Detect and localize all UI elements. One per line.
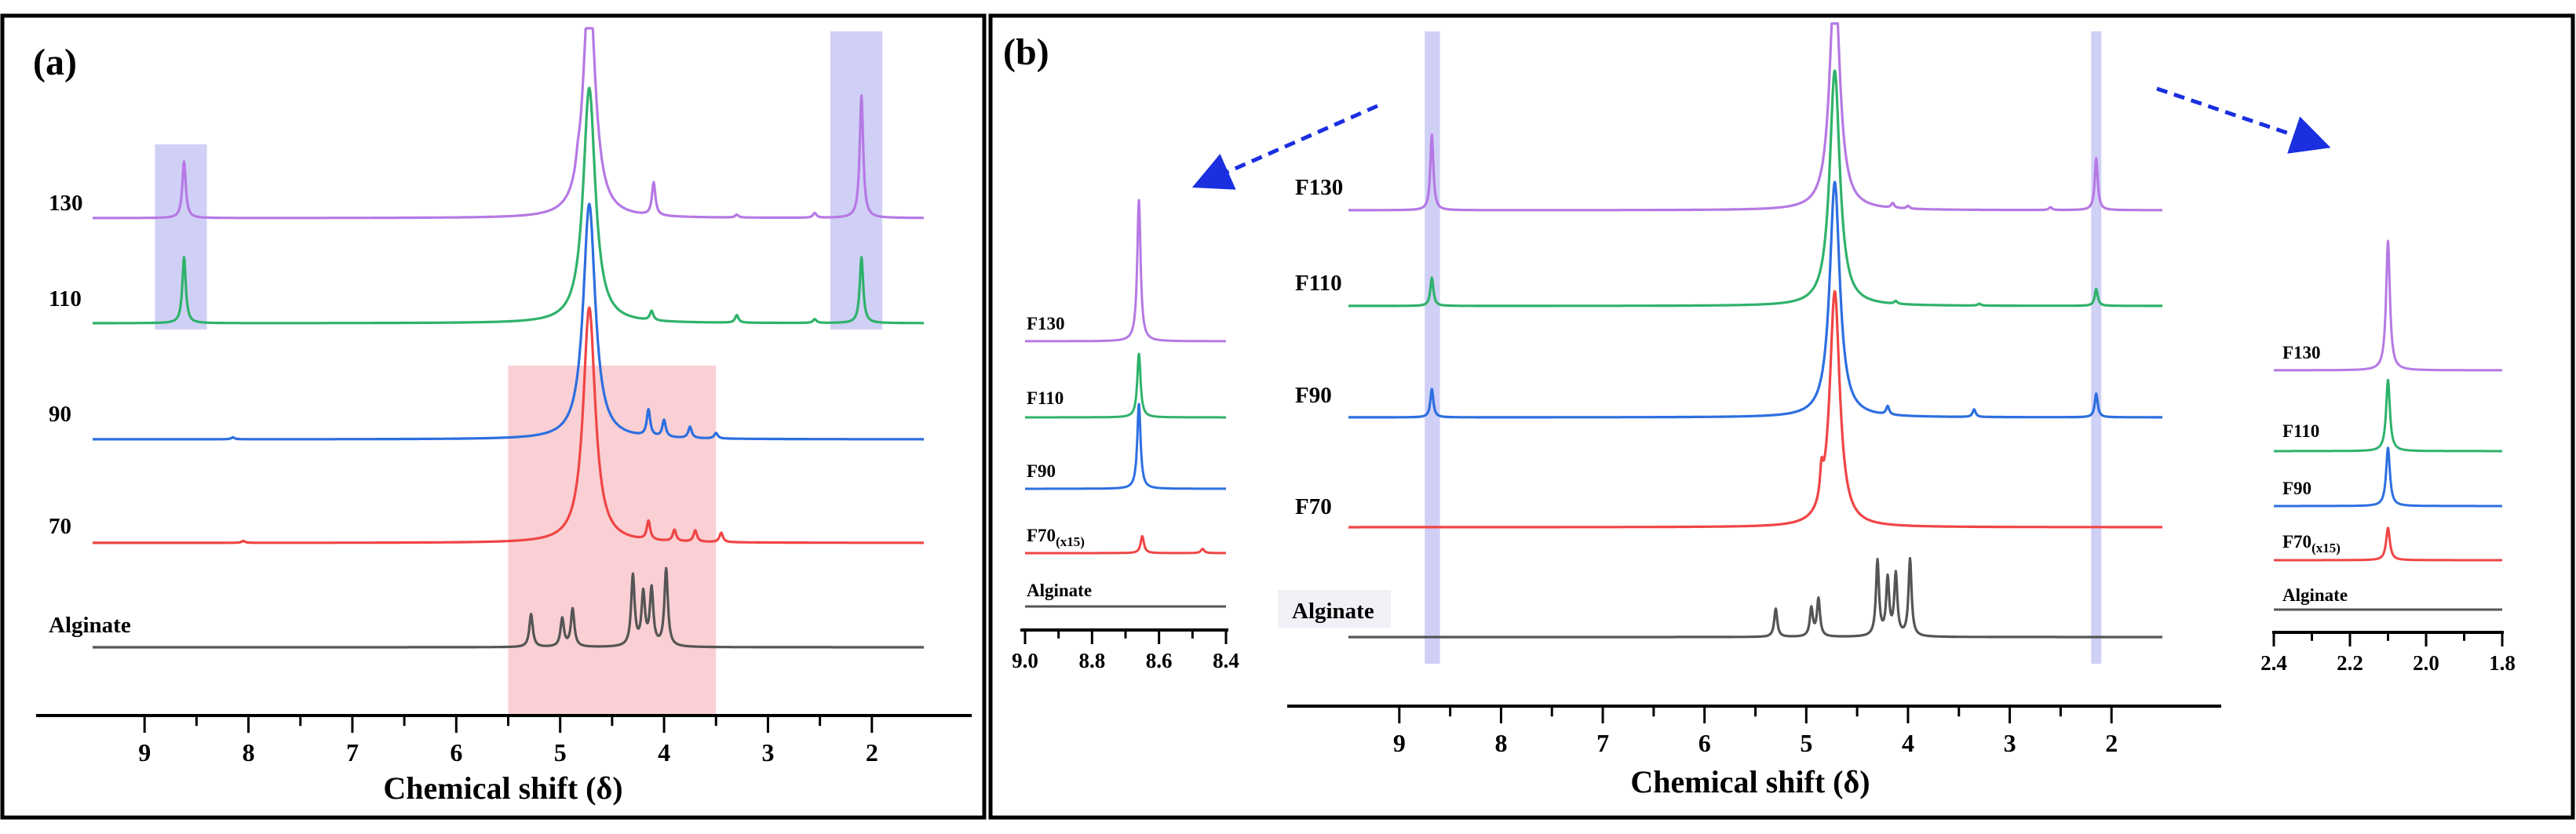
x-tick-label-a: 3 <box>761 738 774 767</box>
inset-left-label-f70: F70(x15) <box>1027 526 1085 549</box>
trace-f110-inset-left <box>1023 352 1228 419</box>
series-label-alginate-a: Alginate <box>49 613 131 638</box>
trace-70-a <box>92 306 925 544</box>
x-tick-label-inset-left: 8.4 <box>1213 649 1239 672</box>
series-label-f90: F90 <box>1295 383 1332 408</box>
trace-f70-inset-left <box>1023 534 1228 555</box>
right-inset-series-labels: F130 F110 F90 F70(x15) Alginate <box>2282 343 2348 605</box>
trace-alginate-a <box>92 566 925 649</box>
panel-a-x-axis-title: Chemical shift (δ) <box>383 770 622 806</box>
x-tick-label-a: 4 <box>658 738 670 767</box>
trace-f130-inset-right <box>2272 239 2504 372</box>
x-tick-label-b: 8 <box>1494 729 1507 757</box>
inset-right-label-f130: F130 <box>2282 343 2321 362</box>
series-label-130: 130 <box>49 191 83 216</box>
trace-f110-b <box>1347 69 2163 308</box>
arrow-to-left-inset <box>1191 104 1379 190</box>
panel-a-x-axis: 9 8 7 6 5 4 3 2 <box>36 714 972 767</box>
highlight-methyl-band-b <box>2091 31 2102 664</box>
panel-a-series-labels: 130 110 90 70 Alginate <box>49 191 131 638</box>
highlight-aromatic-band-b <box>1425 31 1440 664</box>
left-inset-x-axis: 9.0 8.8 8.6 8.4 <box>1012 628 1239 672</box>
left-inset-series-labels: F130 F110 F90 F70(x15) Alginate <box>1027 314 1092 600</box>
x-tick-label-b: 6 <box>1698 729 1711 757</box>
trace-f130-inset-left <box>1023 198 1228 343</box>
x-tick-label-inset-right: 1.8 <box>2489 651 2516 675</box>
x-tick-label-a: 7 <box>346 738 359 767</box>
series-label-110: 110 <box>49 286 82 311</box>
panel-a-letter: (a) <box>33 42 77 83</box>
x-tick-label-inset-left: 9.0 <box>1012 649 1038 672</box>
x-tick-label-a: 8 <box>243 738 255 767</box>
trace-alginate-b <box>1347 556 2163 639</box>
series-label-f130: F130 <box>1295 175 1343 200</box>
x-tick-label-a: 9 <box>138 738 151 767</box>
trace-110-a <box>92 86 925 325</box>
trace-90-a <box>92 202 925 441</box>
x-tick-label-b: 7 <box>1596 729 1609 757</box>
x-tick-label-a: 6 <box>450 738 462 767</box>
panel-b-highlights <box>1425 31 2102 664</box>
trace-f70-inset-right <box>2272 526 2504 562</box>
panel-b-series-labels: F130 F110 F90 F70 Alginate <box>1278 175 1391 628</box>
right-inset-x-axis: 2.4 2.2 2.0 1.8 <box>2260 631 2516 675</box>
trace-130-a <box>92 27 925 220</box>
series-label-f70: F70 <box>1295 494 1332 519</box>
x-tick-label-b: 2 <box>2105 729 2118 757</box>
inset-right-label-f70: F70(x15) <box>2282 532 2341 555</box>
inset-left-label-f110: F110 <box>1027 388 1064 408</box>
panel-a-frame <box>0 13 987 820</box>
inset-left-label-f130: F130 <box>1027 314 1065 333</box>
x-tick-label-inset-right: 2.4 <box>2260 651 2287 675</box>
inset-right-label-f90: F90 <box>2282 479 2311 498</box>
right-inset-traces <box>2272 239 2504 611</box>
x-tick-label-inset-left: 8.6 <box>1146 649 1173 672</box>
x-tick-label-b: 5 <box>1800 729 1812 757</box>
x-tick-label-a: 5 <box>554 738 567 767</box>
trace-f90-inset-left <box>1023 402 1228 490</box>
trace-f90-inset-right <box>2272 446 2504 508</box>
highlight-methyl-region-a <box>830 31 883 330</box>
left-inset-traces <box>1023 198 1228 608</box>
x-tick-label-inset-left: 8.8 <box>1078 649 1105 672</box>
panel-a-traces <box>92 27 925 649</box>
series-label-alginate-b: Alginate <box>1292 599 1374 624</box>
trace-f130-b <box>1347 22 2163 212</box>
x-tick-label-inset-right: 2.2 <box>2337 651 2363 675</box>
panel-b-x-axis-title: Chemical shift (δ) <box>1630 764 1870 799</box>
inset-left-label-alginate: Alginate <box>1027 581 1092 600</box>
panel-b-x-axis: 9 8 7 6 5 4 3 2 <box>1287 705 2221 757</box>
x-tick-label-inset-right: 2.0 <box>2413 651 2439 675</box>
alginate-label-bg <box>1278 590 1391 628</box>
arrow-to-right-inset <box>2156 86 2331 154</box>
inset-right-label-f110: F110 <box>2282 421 2319 441</box>
series-label-70: 70 <box>49 514 71 539</box>
trace-f110-inset-right <box>2272 378 2504 453</box>
x-tick-label-b: 4 <box>1902 729 1914 757</box>
trace-f70-b <box>1347 290 2163 529</box>
panel-b-frame <box>988 13 2575 820</box>
series-label-f110: F110 <box>1295 271 1342 296</box>
x-tick-label-a: 2 <box>866 738 878 767</box>
inset-right-label-alginate: Alginate <box>2282 585 2348 605</box>
trace-f90-b <box>1347 180 2163 419</box>
panel-b-traces <box>1347 22 2163 639</box>
panel-a-highlights <box>155 31 883 714</box>
inset-left-label-f90: F90 <box>1027 461 1056 481</box>
x-tick-label-b: 9 <box>1393 729 1406 757</box>
x-tick-label-b: 3 <box>2004 729 2016 757</box>
series-label-90: 90 <box>49 402 71 427</box>
panel-b-letter: (b) <box>1003 31 1049 73</box>
